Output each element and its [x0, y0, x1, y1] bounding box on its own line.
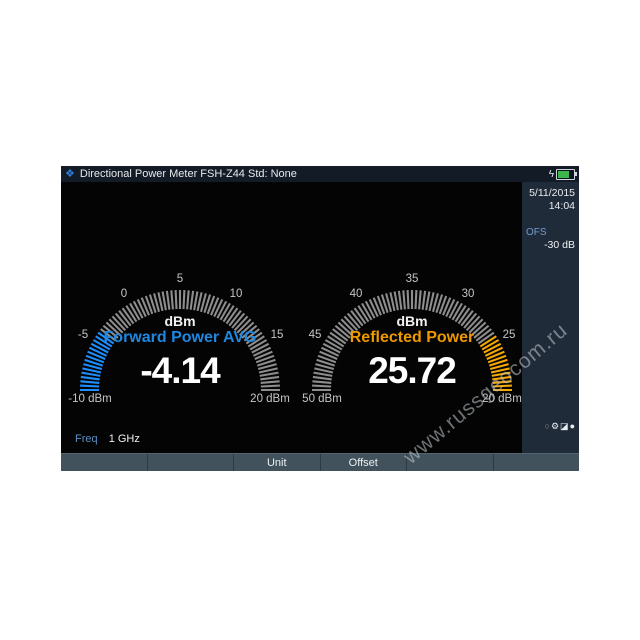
- instrument-screen: ❖ Directional Power Meter FSH-Z44 Std: N…: [61, 166, 579, 471]
- svg-text:50 dBm: 50 dBm: [302, 393, 342, 405]
- half-square-icon: ◪: [560, 421, 569, 431]
- date-display: 5/11/2015: [529, 187, 575, 199]
- svg-text:15: 15: [271, 329, 284, 341]
- window-title: Directional Power Meter FSH-Z44 Std: Non…: [79, 168, 297, 180]
- time-display: 14:04: [548, 200, 575, 212]
- svg-text:20 dBm: 20 dBm: [250, 393, 290, 405]
- softkey-2[interactable]: [146, 454, 234, 471]
- content-area: -10 dBm -5 0 5 10 15 20 dBm dBm Forward Power …: [61, 182, 579, 453]
- svg-text:30: 30: [462, 288, 475, 300]
- svg-text:-10 dBm: -10 dBm: [68, 393, 111, 405]
- gauge-title-forward: Forward Power AVG: [103, 329, 257, 346]
- dot-icon: ●: [569, 421, 575, 431]
- sidebar: 5/11/2015 14:04 OFS -30 dB ○ ⚙ ◪ ●: [522, 182, 579, 453]
- softkey-unit[interactable]: Unit: [233, 454, 320, 471]
- charging-bolt-icon: ϟ: [548, 168, 554, 180]
- svg-text:0: 0: [121, 288, 127, 300]
- freq-value: 1 GHz: [108, 433, 140, 445]
- gauge-arc-forward: -10 dBm -5 0 5 10 15 20 dBm: [68, 273, 290, 405]
- gauge-value-reflected: 25.72: [368, 350, 457, 391]
- gauge-value-forward: -4.14: [140, 350, 220, 391]
- gauge-arc-reflected: 50 dBm 45 40 35 30 25 20 dBm: [302, 273, 522, 405]
- softkey-bar: Unit Offset: [61, 453, 579, 471]
- offset-value: -30 dB: [544, 239, 575, 251]
- gauge-title-reflected: Reflected Power: [349, 329, 475, 346]
- svg-text:40: 40: [350, 288, 363, 300]
- svg-text:45: 45: [309, 329, 322, 341]
- gauge-unit-label: dBm: [164, 313, 196, 329]
- titlebar: ❖ Directional Power Meter FSH-Z44 Std: N…: [61, 166, 579, 182]
- svg-text:20 dBm: 20 dBm: [482, 393, 522, 405]
- battery-level-fill: [558, 170, 569, 178]
- svg-text:25: 25: [503, 329, 516, 341]
- status-icon-row: ○ ⚙ ◪ ●: [545, 422, 575, 431]
- svg-text:35: 35: [406, 273, 419, 285]
- svg-text:-5: -5: [78, 329, 88, 341]
- gear-icon: ⚙: [550, 421, 560, 431]
- svg-text:5: 5: [177, 273, 183, 285]
- rohde-schwarz-logo-icon: ❖: [65, 167, 75, 180]
- measurement-area: -10 dBm -5 0 5 10 15 20 dBm dBm Forward Power …: [61, 182, 522, 453]
- offset-label: OFS: [526, 227, 547, 238]
- gauge-forward-power: -10 dBm -5 0 5 10 15 20 dBm dBm Forward Power …: [61, 264, 300, 409]
- softkey-1[interactable]: [61, 454, 147, 471]
- frequency-readout: Freq 1 GHz: [75, 433, 140, 445]
- gauge-unit-label: dBm: [396, 313, 428, 329]
- freq-label: Freq: [75, 433, 98, 445]
- gauge-reflected-power: 50 dBm 45 40 35 30 25 20 dBm dBm Reflected Pow…: [292, 264, 532, 409]
- circle-outline-icon: ○: [544, 421, 550, 431]
- softkey-6[interactable]: [492, 454, 580, 471]
- softkey-5[interactable]: [406, 454, 493, 471]
- battery-icon: [556, 168, 577, 180]
- svg-text:10: 10: [230, 288, 243, 300]
- softkey-offset[interactable]: Offset: [319, 454, 407, 471]
